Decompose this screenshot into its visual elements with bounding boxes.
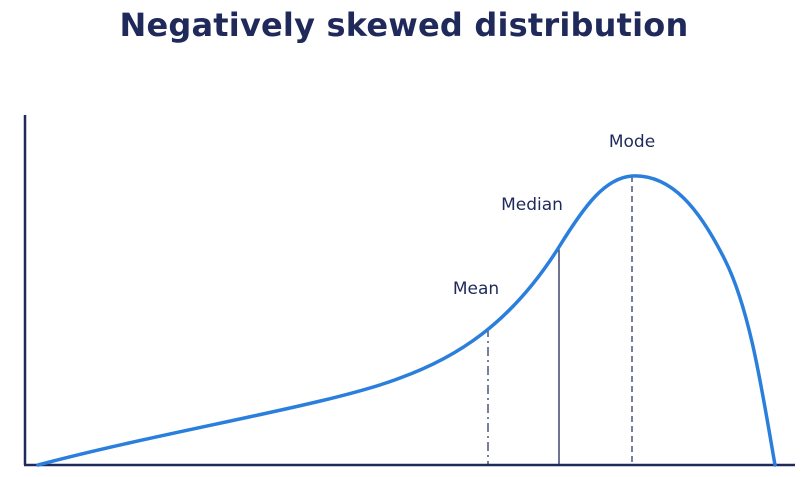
mode-label: Mode bbox=[609, 132, 655, 152]
diagram-title: Negatively skewed distribution bbox=[119, 6, 689, 44]
mean-label: Mean bbox=[453, 279, 499, 299]
median-label: Median bbox=[501, 195, 563, 215]
distribution-curve bbox=[36, 174, 777, 467]
